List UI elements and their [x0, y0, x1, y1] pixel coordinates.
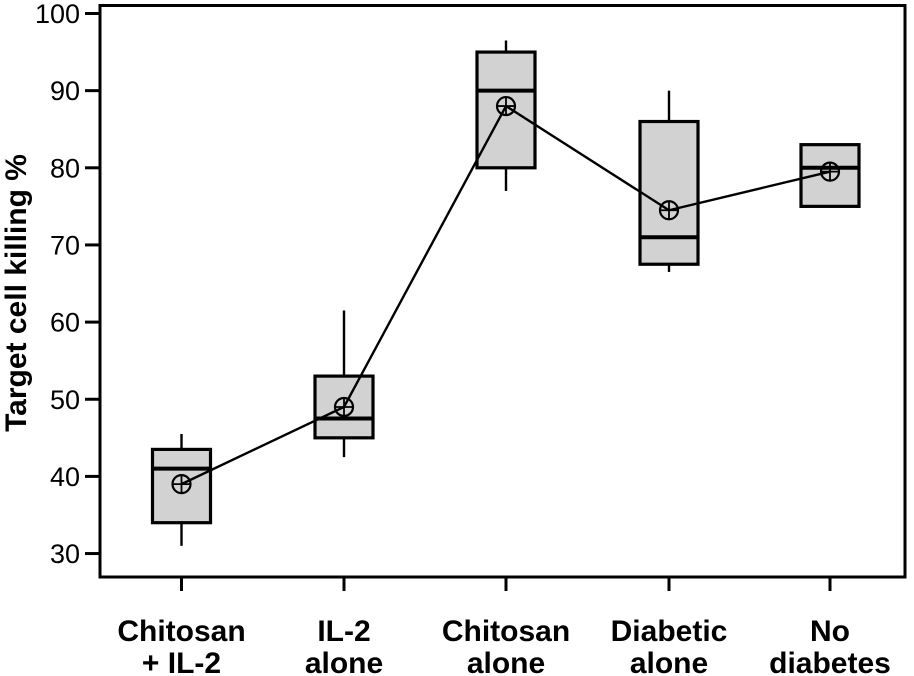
x-category-label: alone — [467, 647, 545, 676]
x-category-label: Chitosan — [117, 615, 245, 648]
box-group — [638, 90, 700, 272]
y-tick-label: 50 — [50, 385, 80, 415]
iqr-box — [638, 119, 700, 266]
y-tick-label: 40 — [50, 462, 80, 492]
y-tick-label: 70 — [50, 230, 80, 260]
x-category-label: Chitosan — [442, 615, 570, 648]
mean-marker-icon — [819, 161, 841, 182]
mean-marker-icon — [658, 200, 680, 221]
mean-marker-icon — [333, 396, 355, 418]
y-tick-label: 60 — [50, 308, 80, 338]
x-category-label: No — [810, 615, 850, 648]
x-category-label: alone — [630, 647, 708, 676]
y-tick-label: 100 — [35, 0, 80, 29]
x-category-label: IL-2 — [317, 615, 370, 648]
plot-frame — [98, 4, 907, 579]
y-tick-label: 90 — [50, 76, 80, 106]
y-tick-label: 30 — [50, 539, 80, 569]
y-tick-label: 80 — [50, 153, 80, 183]
x-category-label: diabetes — [769, 647, 891, 676]
x-category-label: alone — [305, 647, 383, 676]
mean-marker-icon — [495, 95, 517, 117]
mean-marker-icon — [171, 474, 192, 495]
x-category-label: + IL-2 — [142, 647, 221, 676]
y-axis-title: Target cell killing % — [0, 154, 33, 432]
x-category-label: Diabetic — [611, 615, 728, 648]
